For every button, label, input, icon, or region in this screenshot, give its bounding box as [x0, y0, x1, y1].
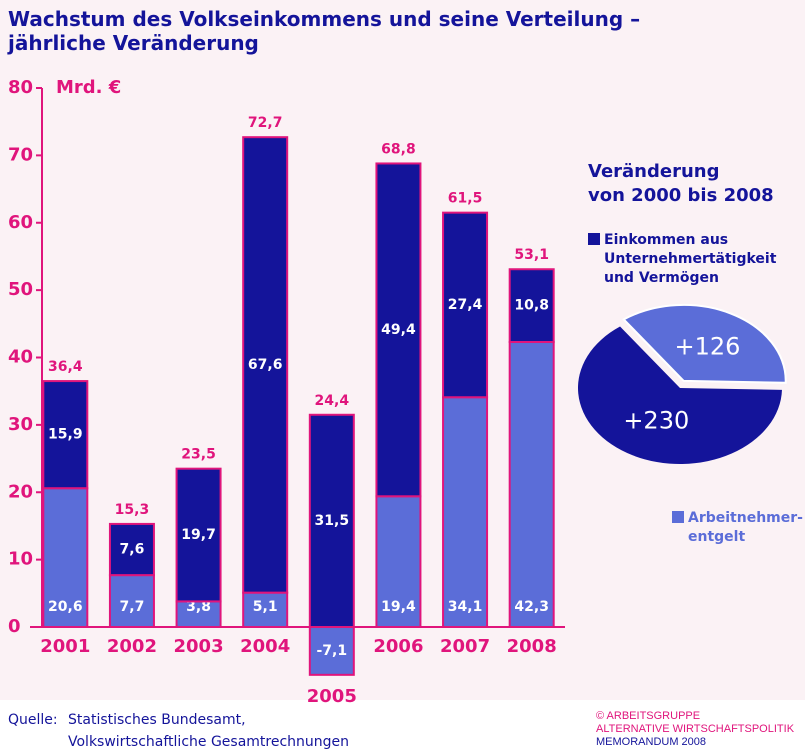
legend-label: Arbeitnehmer-entgelt — [688, 510, 803, 545]
credit: © ARBEITSGRUPPE — [596, 710, 700, 722]
y-tick-label: 60 — [8, 212, 33, 233]
value-label: 49,4 — [381, 322, 416, 338]
pie-slice — [578, 326, 782, 464]
bar-segment — [375, 162, 422, 498]
bar-segment — [242, 591, 289, 628]
x-tick-label: 2002 — [107, 636, 157, 657]
source: Statistisches Bundesamt, — [68, 712, 246, 728]
pie-slice — [622, 303, 787, 384]
value-label: 19,7 — [181, 527, 216, 543]
y-tick-label: 70 — [8, 144, 33, 165]
credit: ALTERNATIVE WIRTSCHAFTSPOLITIK — [596, 723, 795, 735]
bar-segment — [308, 413, 355, 628]
y-tick-label: 40 — [8, 347, 33, 368]
bar-segment — [442, 211, 489, 399]
x-tick-label: 2001 — [40, 636, 90, 657]
x-tick-label: 2008 — [507, 636, 557, 657]
value-label: 34,1 — [448, 599, 483, 615]
total-label: 36,4 — [48, 359, 83, 375]
source: Quelle: — [8, 712, 58, 728]
total-label: 72,7 — [248, 115, 283, 131]
y-tick-label: 30 — [8, 414, 33, 435]
bar-segment — [108, 574, 155, 629]
bar-segment — [442, 396, 489, 628]
bar-segment — [508, 341, 555, 628]
value-label: 10,8 — [514, 298, 549, 314]
value-label: 7,7 — [120, 599, 145, 615]
x-tick-label: 2004 — [240, 636, 290, 657]
value-label: 31,5 — [315, 513, 350, 529]
pie-label: +126 — [674, 332, 740, 360]
credit: MEMORANDUM 2008 — [596, 736, 706, 748]
value-label: 15,9 — [48, 427, 83, 443]
total-label: 61,5 — [448, 191, 483, 207]
legend-label: Einkommen aus Unternehmertätigkeit und Ver… — [604, 232, 777, 286]
y-tick-label: 50 — [8, 279, 33, 300]
x-tick-label: 2005 — [307, 686, 357, 707]
value-label: 27,4 — [448, 297, 483, 313]
value-label: -7,1 — [317, 643, 348, 659]
total-label: 15,3 — [115, 502, 150, 518]
total-label: 24,4 — [315, 393, 350, 409]
total-label: 23,5 — [181, 447, 216, 463]
total-label: 68,8 — [381, 141, 416, 157]
bar-segment — [42, 380, 89, 490]
bar-segment — [175, 467, 222, 603]
value-label: 20,6 — [48, 599, 83, 615]
bar-segment — [42, 487, 89, 628]
legend-swatch — [588, 233, 600, 245]
value-label: 7,6 — [120, 542, 145, 558]
x-tick-label: 2007 — [440, 636, 490, 657]
bar-segment — [242, 136, 289, 594]
x-tick-label: 2006 — [373, 636, 423, 657]
legend-swatch — [672, 511, 684, 523]
y-tick-label: 10 — [8, 549, 33, 570]
bar-segment — [375, 495, 422, 629]
chart-title: Wachstum des Volkseinkommens und seine V… — [7, 7, 640, 55]
bar-segment — [508, 268, 555, 344]
value-label: 67,6 — [248, 357, 283, 373]
source: Volkswirtschaftliche Gesamtrechnungen — [68, 734, 349, 750]
y-tick-label: 0 — [8, 616, 21, 637]
value-label: 19,4 — [381, 599, 416, 615]
inset-title: Veränderung von 2000 bis 2008 — [588, 161, 774, 206]
pie-label: +230 — [623, 407, 689, 435]
x-tick-label: 2003 — [174, 636, 224, 657]
y-unit: Mrd. € — [56, 77, 121, 98]
value-label: 5,1 — [253, 599, 278, 615]
total-label: 53,1 — [514, 247, 549, 263]
value-label: 3,8 — [186, 599, 211, 615]
bar-segment — [108, 522, 155, 577]
value-label: 42,3 — [514, 599, 549, 615]
y-tick-label: 80 — [8, 77, 33, 98]
y-tick-label: 20 — [8, 481, 33, 502]
